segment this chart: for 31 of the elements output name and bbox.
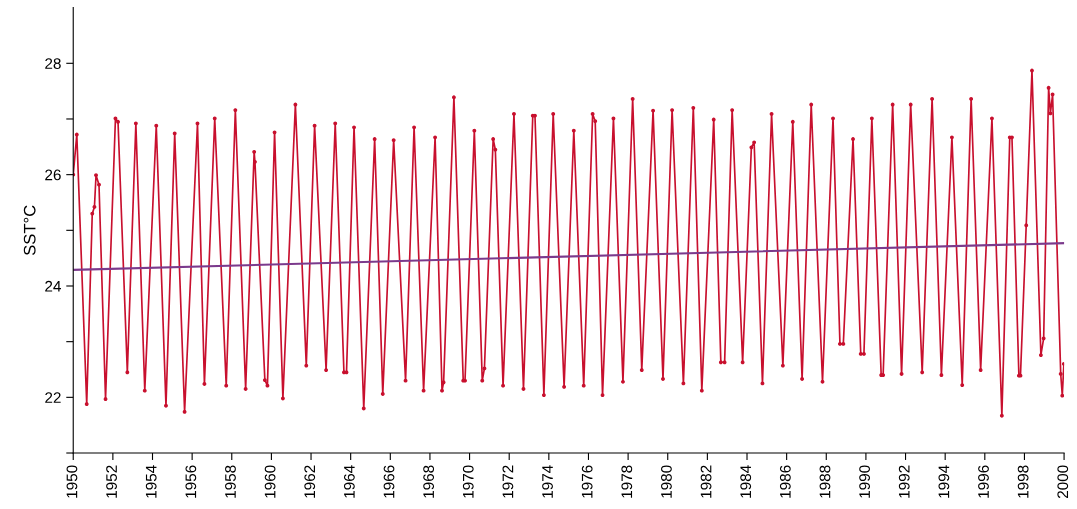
x-tick-label: 1960 — [264, 465, 276, 498]
x-tick-label: 1962 — [304, 465, 316, 498]
x-tick-label: 1988 — [819, 465, 831, 498]
x-tick-label: 1974 — [542, 465, 553, 498]
x-tick-label: 1970 — [462, 465, 474, 498]
y-tick-label: 24 — [45, 280, 61, 292]
x-tick-label: 1990 — [859, 465, 871, 498]
x-tick-label: 1992 — [898, 465, 910, 498]
x-tick-label: 1998 — [1017, 465, 1029, 498]
x-tick-label: 1994 — [938, 465, 950, 498]
x-tick-label: 1972 — [502, 465, 514, 498]
x-tick-label: 1984 — [740, 465, 752, 498]
x-tick-label: 1980 — [661, 465, 672, 498]
x-tick-label: 1982 — [700, 465, 712, 498]
x-tick-label: 1958 — [225, 465, 236, 498]
x-tick-label: 1996 — [978, 465, 989, 498]
x-tick-label: 1978 — [621, 465, 633, 498]
x-tick-label: 1954 — [145, 465, 157, 498]
x-tick-label: 1976 — [581, 465, 593, 498]
y-tick-label: 26 — [45, 169, 61, 181]
y-tick-label: 22 — [45, 392, 61, 403]
x-tick-label: 1986 — [779, 465, 791, 498]
x-tick-label: 1968 — [423, 465, 435, 498]
x-tick-label: 1964 — [343, 465, 355, 498]
x-tick-label: 1956 — [185, 465, 197, 498]
x-tick-label: 2000 — [1057, 465, 1069, 499]
x-tick-label: 1950 — [66, 465, 78, 498]
x-tick-label: 1966 — [383, 465, 395, 498]
y-tick-label: 28 — [45, 58, 61, 69]
y-axis-title: SST°C — [23, 205, 36, 256]
x-tick-label: 1952 — [106, 465, 117, 498]
